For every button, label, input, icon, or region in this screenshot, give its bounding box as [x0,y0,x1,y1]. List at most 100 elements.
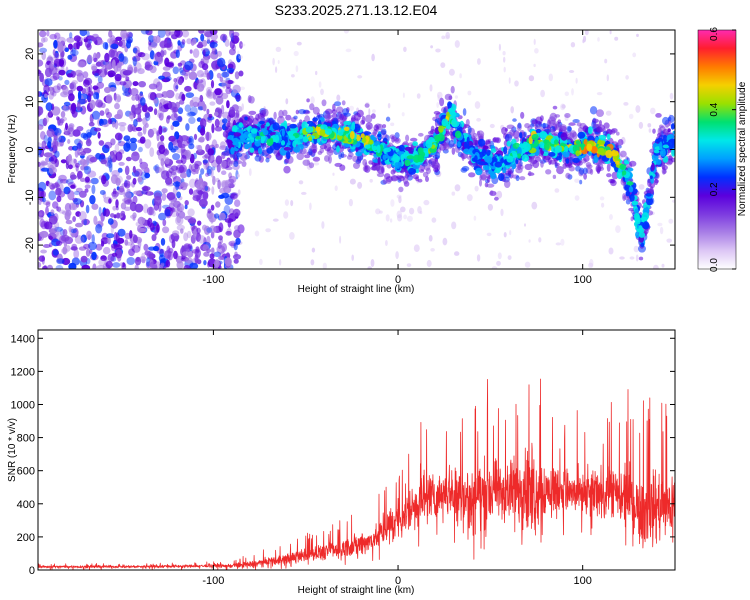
spectrogram-cell [48,110,52,117]
spectrogram-cell [463,141,470,149]
y-tick-label: 800 [17,433,35,445]
spectrogram-cell [533,38,536,46]
spectrogram-cell [409,207,415,215]
spectrogram-cell [220,141,226,149]
spectrogram-cell [110,213,115,218]
spectrogram-cell [364,144,371,149]
spectrogram-cell [538,237,542,243]
spectrogram-cell [512,118,517,122]
spectrogram-cell [79,190,87,198]
spectrogram-cell [595,164,602,173]
spectrogram-cell [144,139,152,149]
spectrogram-cell [295,109,300,115]
spectrogram-cell [616,131,620,136]
spectrogram-cell [233,182,236,186]
spectrogram-cell [524,223,526,227]
spectrogram-cell [159,258,167,264]
spectrogram-cell [180,135,189,142]
spectrogram-cell [48,228,58,234]
spectrogram-cell [503,56,506,63]
spectrogram-cell [454,251,460,256]
spectrogram-cell [503,232,507,238]
spectrogram-cell [142,104,149,113]
spectrogram-cell [430,45,433,49]
spectrogram-cell [491,266,498,269]
spectrogram-cell [283,147,292,151]
spectrogram-cell [38,161,41,167]
spectrogram-cell [79,177,86,182]
y-tick-label: 10 [24,96,36,108]
spectrogram-cell [322,262,327,269]
spectrogram-cell [161,170,170,180]
spectrogram-cell [135,127,142,132]
spectrogram-cell [84,176,90,183]
spectrogram-cell [653,149,660,154]
spectrogram-cell [429,84,433,92]
spectrogram-cell [582,167,588,175]
spectrogram-cell [104,52,110,63]
spectrogram-cell [410,137,418,142]
spectrogram-cell [298,180,304,185]
spectrogram-cell [554,162,560,167]
spectrogram-cell [68,164,73,170]
spectrogram-cell [196,70,205,78]
spectrogram-cell [114,102,120,110]
spectrogram-cell [603,122,610,129]
spectrogram-cell [605,110,612,116]
spectrogram-cell [44,221,53,230]
spectrogram-cell [441,35,446,40]
spectrogram-cell [364,103,370,108]
spectrogram-cell [200,33,205,42]
spectrogram-cell [188,188,194,195]
spectrogram-cell [549,159,557,165]
spectrogram-cell [141,189,147,195]
spectrogram-cell [55,187,62,196]
spectrogram-cell [129,110,135,116]
spectrogram-cell [209,225,217,234]
spectrogram-cell [353,162,360,170]
spectrogram-cell [515,175,520,182]
spectrogram-cell [379,210,383,214]
spectrogram-cell [348,198,353,207]
spectrogram-cell [275,46,282,53]
spectrogram-cell [67,181,76,188]
spectrogram-cell [648,128,652,133]
spectrogram-cell [244,116,248,121]
spectrogram-cell [645,196,654,206]
spectrogram-cell [64,202,72,212]
spectrogram-cell [319,148,325,154]
spectrogram-cell [659,226,664,235]
spectrogram-cell [157,30,166,38]
spectrogram-cell [372,145,378,151]
spectrogram-cell [104,141,113,149]
spectrogram-cell [80,150,86,156]
spectrogram-cell [274,134,280,144]
spectrogram-cell [589,168,594,175]
spectrogram-cell [570,42,576,48]
spectrogram-cell [652,128,656,134]
spectrogram-cell [232,125,238,133]
spectrogram-cell [325,108,333,115]
spectrogram-cell [138,146,143,153]
spectrogram-cell [235,105,243,113]
spectrogram-cell [188,143,195,150]
spectrogram-cell [492,137,500,143]
spectrogram-cell [234,195,238,200]
spectrogram-cell [117,141,126,147]
spectrogram-cell [58,69,66,76]
spectrogram-cell [640,242,645,248]
x-tick-label: 0 [395,274,401,286]
spectrogram-cell [553,139,559,145]
spectrogram-cell [454,95,458,99]
spectrogram-cell [162,226,170,234]
spectrogram-cell [184,60,194,71]
spectrogram-cell [88,121,95,127]
spectrogram-cell [114,144,120,153]
spectrogram-cell [208,154,215,164]
spectrogram-cell [385,240,388,246]
spectrogram-cell [324,128,332,135]
spectrogram-cell [548,152,556,157]
spectrogram-cell [168,141,174,151]
spectrogram-cell [52,90,57,97]
